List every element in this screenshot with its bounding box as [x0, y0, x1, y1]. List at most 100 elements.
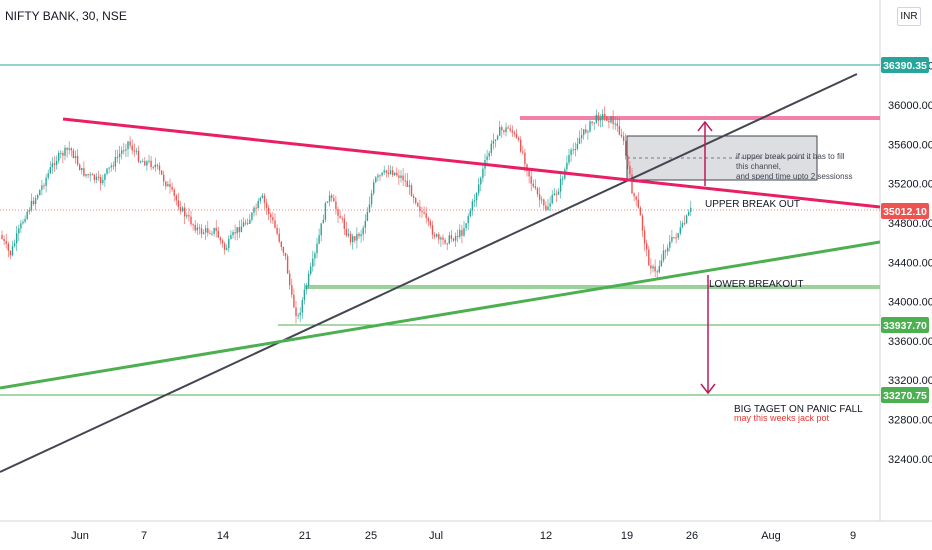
candle-body	[522, 151, 524, 153]
candle-body	[66, 147, 68, 150]
x-tick-label: 12	[540, 530, 552, 542]
candle-body	[276, 227, 278, 234]
candle-body	[74, 156, 77, 159]
candle-body	[22, 221, 24, 224]
candle-body	[629, 165, 631, 175]
candle-body	[108, 167, 110, 169]
candle-body	[608, 120, 610, 123]
candle-body	[326, 201, 329, 203]
candles	[1, 106, 692, 324]
currency-badge[interactable]: INR	[897, 7, 921, 26]
candle-body	[118, 153, 121, 158]
candle-body	[423, 212, 425, 214]
candle-body	[580, 135, 583, 139]
candle-body	[373, 182, 375, 194]
candle-body	[530, 176, 532, 184]
candle-body	[301, 300, 303, 313]
candle-body	[62, 152, 64, 156]
candle-body	[427, 218, 429, 222]
candle-body	[318, 235, 320, 244]
candle-body	[24, 218, 26, 222]
candle-body	[207, 228, 209, 234]
candle-body	[60, 152, 62, 154]
candle-body	[578, 138, 581, 144]
upper-arrow-head	[697, 120, 713, 132]
candle-body	[499, 127, 501, 136]
candle-body	[18, 228, 20, 234]
candle-body	[362, 227, 364, 235]
candle-body	[366, 211, 369, 221]
price-tag-label: 36390.35	[883, 60, 927, 72]
candle-body	[507, 127, 509, 129]
candle-body	[595, 114, 597, 123]
candle-body	[635, 196, 637, 200]
support-trend-line	[0, 240, 881, 390]
candle-body	[135, 150, 138, 152]
candle-body	[576, 143, 579, 150]
candle-body	[467, 216, 469, 224]
y-tick-label: 36000.00	[888, 100, 932, 112]
candle-body	[3, 238, 5, 242]
candle-body	[110, 165, 112, 168]
candle-body	[89, 174, 91, 176]
candle-body	[356, 233, 358, 241]
candle-body	[543, 199, 545, 206]
candle-body	[545, 205, 547, 210]
candle-body	[620, 134, 623, 137]
candle-body	[125, 149, 127, 151]
price-tag-label: 33937.70	[883, 320, 927, 332]
candle-body	[583, 129, 585, 136]
y-tick-label: 35200.00	[888, 179, 932, 191]
candle-body	[664, 250, 667, 252]
candle-body	[436, 234, 438, 237]
candle-body	[194, 224, 196, 231]
candle-body	[91, 174, 93, 176]
candle-body	[562, 178, 564, 180]
candle-body	[55, 160, 58, 165]
candle-body	[681, 223, 684, 228]
candle-body	[114, 156, 117, 167]
candle-body	[677, 233, 679, 238]
candle-body	[280, 241, 282, 247]
candle-body	[679, 227, 681, 234]
candle-body	[408, 185, 411, 187]
candle-body	[654, 266, 656, 272]
candle-body	[81, 168, 83, 171]
candle-body	[255, 207, 257, 209]
candle-body	[259, 197, 261, 201]
candle-body	[671, 237, 673, 242]
candle-body	[165, 181, 167, 187]
candle-body	[156, 164, 159, 166]
candle-body	[389, 170, 392, 174]
candle-body	[457, 235, 459, 237]
candle-body	[314, 253, 316, 259]
candle-body	[515, 133, 518, 138]
candle-body	[646, 243, 648, 250]
candle-body	[440, 237, 442, 240]
candle-body	[68, 148, 70, 150]
price-tag-support-1	[881, 317, 929, 333]
candle-body	[650, 265, 652, 269]
candle-body	[448, 235, 450, 244]
lower-arrow-head	[700, 383, 716, 395]
candle-body	[144, 161, 146, 166]
candle-body	[240, 226, 243, 233]
candle-body	[536, 188, 539, 195]
candle-body	[534, 186, 537, 189]
candle-body	[257, 200, 259, 209]
candle-body	[511, 130, 513, 133]
candle-body	[230, 235, 232, 239]
candle-body	[463, 228, 465, 236]
candle-body	[28, 210, 30, 212]
y-tick-label: 34400.00	[888, 257, 932, 269]
candle-body	[265, 202, 268, 208]
candle-body	[398, 175, 400, 178]
candle-body	[683, 223, 686, 225]
candle-body	[324, 202, 327, 220]
x-tick-label: 19	[621, 530, 633, 542]
candle-body	[599, 118, 602, 121]
price-tag-label: 33270.75	[883, 390, 927, 402]
candle-body	[5, 241, 7, 244]
candle-body	[532, 183, 534, 187]
